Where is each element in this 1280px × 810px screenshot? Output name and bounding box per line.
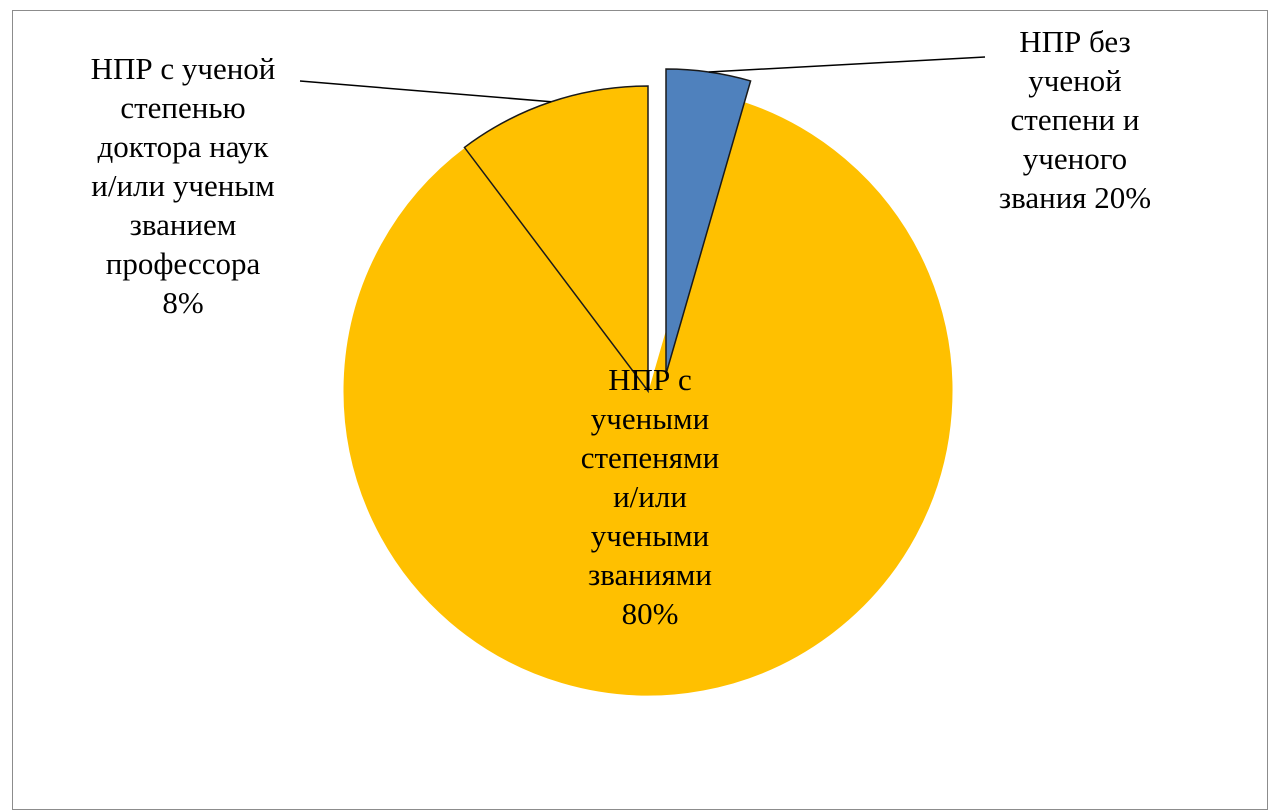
label-line: НПР с ученой	[90, 51, 276, 86]
label-line: звания 20%	[998, 180, 1152, 215]
slice-label-no-degree: НПР без ученой степени и ученого звания 20%	[960, 22, 1190, 217]
leader-line-doctor-professor	[299, 80, 552, 103]
slice-no-degree	[665, 68, 752, 375]
label-line: учеными	[590, 518, 710, 553]
label-line: 8%	[162, 285, 204, 320]
label-line: ученого	[1022, 141, 1128, 176]
label-line: и/или	[613, 479, 687, 514]
label-line: профессора	[105, 246, 261, 281]
label-line: степенями	[580, 440, 720, 475]
label-line: и/или ученым	[91, 168, 275, 203]
label-line: 80%	[621, 596, 679, 631]
leader-line-no-degree	[708, 56, 986, 73]
label-line: доктора наук	[97, 129, 269, 164]
label-line: степенью	[120, 90, 246, 125]
label-line: НПР без	[1019, 24, 1131, 59]
label-line: ученой	[1028, 63, 1122, 98]
slice-with-degrees	[342, 97, 954, 697]
label-line: НПР с	[608, 362, 692, 397]
pie-chart	[299, 56, 986, 697]
slice-label-with-degrees: НПР с учеными степенями и/или учеными званиям…	[525, 360, 775, 633]
label-line: званием	[129, 207, 237, 242]
slice-label-doctor-professor: НПР с ученой степенью доктора наук и/или уч…	[52, 49, 314, 322]
label-line: степени и	[1010, 102, 1140, 137]
label-line: учеными	[590, 401, 710, 436]
label-line: званиями	[588, 557, 712, 592]
